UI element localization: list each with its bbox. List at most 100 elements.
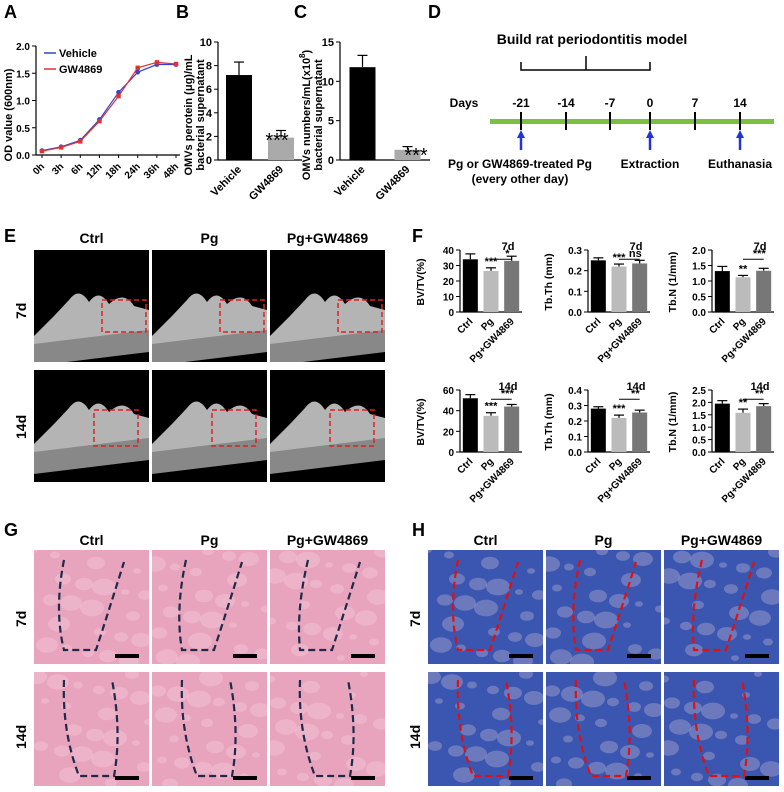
tissue-texture: [270, 568, 286, 584]
day-label: -14: [557, 96, 575, 110]
tissue-texture: [442, 616, 464, 632]
ytick-label: 0.1: [568, 287, 582, 298]
panel-c-ylabel-2: bacterial supernatant: [313, 59, 325, 171]
tissue-texture: [648, 648, 661, 660]
tissue-texture: [250, 703, 267, 717]
tissue-texture: [664, 568, 680, 584]
subplot-ylabel: Tb.Th (mm): [543, 393, 555, 450]
tissue-texture: [671, 768, 681, 776]
tissue-texture: [697, 622, 715, 636]
tissue-texture: [731, 655, 739, 661]
tissue-texture: [568, 757, 584, 769]
ytick-label: 2.0: [692, 246, 706, 257]
tissue-texture: [664, 740, 679, 756]
masson-image-7d-pggw4869: [664, 550, 779, 664]
ytick-label: 0.2: [568, 417, 582, 428]
tissue-texture: [270, 617, 276, 625]
panel-b-ylabel-1: OMVs perotein (μg)/mL: [183, 54, 195, 175]
tissue-texture: [635, 601, 643, 607]
tissue-texture: [582, 632, 606, 650]
tissue-texture: [60, 595, 82, 611]
tissue-texture: [704, 579, 716, 589]
tissue-texture: [167, 686, 189, 702]
tissue-texture: [460, 724, 476, 736]
ytick-label: 1.0: [692, 277, 706, 288]
tissue-texture: [480, 728, 498, 742]
bar-vehicle: [226, 75, 252, 160]
tissue-texture: [334, 778, 354, 786]
subplot-title: 7d: [502, 241, 515, 253]
tissue-texture: [152, 556, 166, 572]
tissue-texture: [336, 713, 344, 719]
xtick-label: Ctrl: [707, 316, 727, 336]
roi-box: [219, 299, 265, 333]
sig-vs-ctrl: ***: [613, 252, 627, 264]
panel-label-a: A: [4, 2, 17, 22]
tissue-texture: [581, 690, 605, 708]
subplot-ylabel: Tb.Th (mm): [543, 253, 555, 310]
panel-e-col-ctrl: Ctrl: [79, 230, 104, 246]
panel-b-sig: ***: [265, 130, 289, 152]
tissue-texture: [125, 672, 139, 679]
tissue-texture: [437, 594, 453, 606]
tissue-texture: [760, 761, 779, 777]
bar-pg: [483, 415, 499, 452]
panel-label-e: E: [4, 226, 17, 246]
bar-gw4869: [268, 137, 294, 160]
bar-vehicle: [349, 67, 376, 160]
tissue-texture: [527, 568, 535, 574]
tissue-texture: [310, 579, 322, 589]
tissue-texture: [570, 653, 594, 664]
tissue-texture: [701, 702, 725, 720]
subplot-ylabel: Tb.N (1/mm): [667, 252, 679, 313]
tissue-texture: [715, 730, 727, 740]
tissue-texture: [309, 751, 321, 761]
panel-label-c: C: [294, 2, 307, 22]
sig-vs-pg: *: [505, 248, 510, 260]
tissue-texture: [297, 772, 309, 782]
bar-pg-gw4869: [756, 270, 772, 312]
tissue-texture: [455, 702, 465, 710]
panel-a-point-gw4869: [135, 65, 140, 70]
tissue-texture: [486, 578, 510, 596]
event-pg-label-2: (every other day): [472, 172, 569, 186]
day-label: -7: [605, 96, 616, 110]
tissue-texture: [199, 672, 223, 687]
tissue-texture: [596, 550, 608, 556]
subplot-ylabel: Tb.N (1/mm): [667, 392, 679, 453]
panel-a-point-gw4869: [116, 93, 121, 99]
tissue-texture: [428, 741, 442, 751]
xtick-label: Ctrl: [583, 456, 603, 476]
scale-bar: [115, 654, 139, 658]
tissue-texture: [607, 697, 619, 707]
tissue-texture: [664, 697, 680, 709]
tissue-texture: [519, 672, 533, 679]
tissue-texture: [735, 735, 749, 745]
tissue-texture: [36, 637, 58, 653]
tissue-texture: [47, 674, 69, 690]
tissue-texture: [34, 741, 48, 751]
tissue-texture: [669, 719, 691, 735]
tissue-texture: [492, 707, 510, 721]
tissue-texture: [508, 632, 522, 642]
tissue-texture: [729, 606, 749, 620]
sig-vs-pg: ***: [753, 248, 767, 260]
bar-pg: [483, 270, 499, 312]
tissue-texture: [170, 563, 180, 571]
tissue-texture: [93, 685, 105, 695]
tissue-texture: [34, 550, 38, 553]
panel-a-xtick-label: 36h: [142, 161, 162, 181]
panel-a-ytick-label: 0.0: [16, 151, 30, 162]
sig-vs-ctrl: ***: [613, 403, 627, 415]
tissue-texture: [538, 719, 543, 725]
ytick-label: 0.0: [692, 448, 706, 459]
tissue-texture: [474, 599, 498, 617]
tissue-texture: [485, 750, 509, 768]
panel-g-col-pggw: Pg+GW4869: [286, 532, 369, 548]
tissue-texture: [279, 550, 297, 564]
panel-a-point-gw4869: [39, 148, 45, 154]
he-image-14d-pg: [152, 672, 267, 786]
tissue-texture: [335, 606, 355, 620]
